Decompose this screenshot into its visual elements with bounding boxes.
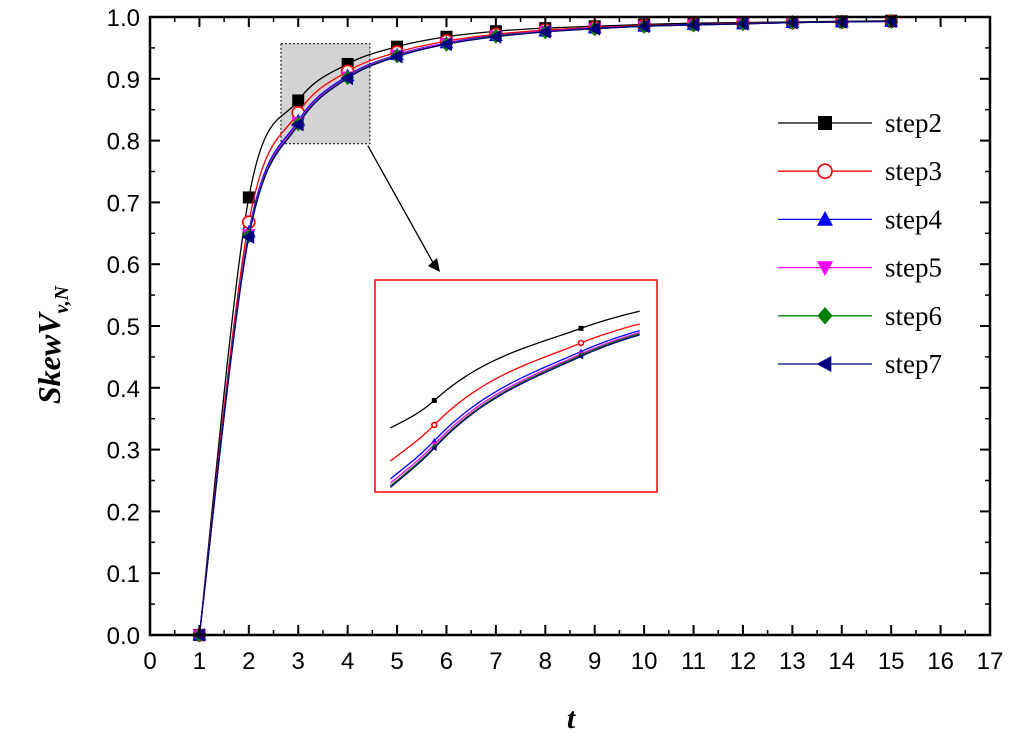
legend: step2 step3 step4 step5 step6 step7 bbox=[778, 108, 942, 379]
legend-label-step7: step7 bbox=[885, 349, 942, 379]
legend-marker-step7 bbox=[816, 355, 832, 373]
legend-label-step2: step2 bbox=[885, 108, 942, 138]
legend-label-step3: step3 bbox=[885, 156, 942, 186]
x-tick-label-11: 11 bbox=[681, 648, 706, 675]
data-point-step7-6 bbox=[439, 37, 452, 52]
y-tick-label-0.6: 0.6 bbox=[107, 252, 140, 279]
legend-marker-step3 bbox=[817, 163, 833, 179]
x-tick-label-0: 0 bbox=[143, 648, 156, 675]
data-point-step2-2 bbox=[242, 191, 255, 204]
y-axis-title-subscript: v,N bbox=[51, 284, 73, 313]
data-point-step7-9 bbox=[587, 21, 601, 36]
y-axis-title-main: Skew bbox=[31, 334, 67, 404]
data-point-step7-7 bbox=[488, 29, 502, 44]
data-point-step7-4 bbox=[340, 71, 354, 86]
legend-item-step6: step6 bbox=[778, 301, 942, 331]
inset-series-step2 bbox=[390, 310, 640, 429]
x-tick-label-6: 6 bbox=[440, 648, 453, 675]
x-tick-label-7: 7 bbox=[489, 648, 502, 675]
inset-point-step7-3 bbox=[431, 445, 437, 451]
legend-label-step6: step6 bbox=[885, 301, 942, 331]
x-tick-label-1: 1 bbox=[193, 648, 206, 675]
axes-layer: 0 1 2 3 4 5 6 7 8 9 10 11 12 13 14 15 16 170.00.10.20.30.… bbox=[107, 5, 1004, 675]
legend-label-step5: step5 bbox=[885, 253, 942, 283]
inset-line-step6 bbox=[389, 333, 640, 487]
inset-point-step7-4 bbox=[578, 353, 584, 360]
data-point-step7-3 bbox=[291, 117, 304, 132]
legend-item-step4: step4 bbox=[778, 204, 942, 234]
legend-marker-step4 bbox=[816, 211, 834, 226]
x-tick-label-13: 13 bbox=[779, 648, 806, 675]
inset-series-step7 bbox=[389, 334, 640, 488]
legend-label-step4: step4 bbox=[885, 204, 942, 234]
x-axis-title: t bbox=[567, 702, 577, 735]
legend-item-step5: step5 bbox=[778, 253, 942, 283]
legend-marker-step2 bbox=[818, 116, 832, 130]
zoom-arrow-head bbox=[428, 258, 440, 272]
x-tick-label-17: 17 bbox=[977, 648, 1004, 675]
y-tick-label-1.0: 1.0 bbox=[107, 5, 140, 32]
inset-zoom-panel bbox=[367, 145, 658, 493]
y-tick-label-0.7: 0.7 bbox=[107, 190, 140, 217]
y-tick-label-0.0: 0.0 bbox=[107, 623, 140, 650]
inset-point-step4-3 bbox=[431, 437, 438, 444]
data-point-step7-2 bbox=[241, 230, 255, 244]
x-tick-label-15: 15 bbox=[878, 648, 905, 675]
inset-point-step2-4 bbox=[578, 325, 584, 331]
y-tick-label-0.9: 0.9 bbox=[107, 67, 140, 94]
x-tick-label-4: 4 bbox=[341, 648, 354, 675]
y-axis-title: SkewVv,N bbox=[31, 284, 73, 404]
x-tick-label-10: 10 bbox=[631, 648, 658, 675]
inset-point-step3-4 bbox=[577, 339, 585, 347]
legend-item-step3: step3 bbox=[778, 156, 942, 186]
legend-marker-step5 bbox=[816, 261, 834, 276]
zoom-arrow-line bbox=[367, 145, 437, 269]
x-tick-label-16: 16 bbox=[927, 648, 954, 675]
x-tick-label-5: 5 bbox=[390, 648, 403, 675]
y-tick-label-0.5: 0.5 bbox=[107, 314, 140, 341]
x-tick-label-9: 9 bbox=[588, 648, 601, 675]
legend-item-step7: step7 bbox=[778, 349, 942, 379]
x-tick-label-2: 2 bbox=[242, 648, 255, 675]
data-point-step7-8 bbox=[538, 24, 551, 39]
y-tick-label-0.8: 0.8 bbox=[107, 129, 140, 156]
y-tick-label-0.1: 0.1 bbox=[107, 561, 140, 588]
x-tick-label-12: 12 bbox=[730, 648, 757, 675]
x-tick-label-3: 3 bbox=[292, 648, 305, 675]
data-point-step2-3 bbox=[292, 94, 305, 107]
y-tick-label-0.4: 0.4 bbox=[107, 376, 140, 403]
y-tick-label-0.2: 0.2 bbox=[107, 499, 140, 526]
inset-point-step3-3 bbox=[431, 421, 438, 429]
legend-marker-step6 bbox=[817, 307, 833, 325]
x-tick-label-14: 14 bbox=[828, 648, 855, 675]
inset-point-step2-3 bbox=[431, 397, 437, 403]
legend-item-step2: step2 bbox=[778, 108, 942, 138]
y-tick-label-0.3: 0.3 bbox=[107, 438, 140, 465]
y-axis-title-v: V bbox=[31, 311, 67, 335]
inset-line-step7 bbox=[389, 334, 640, 488]
inset-series-step3 bbox=[389, 323, 640, 462]
data-point-step7-5 bbox=[389, 49, 403, 64]
x-tick-label-8: 8 bbox=[539, 648, 552, 675]
